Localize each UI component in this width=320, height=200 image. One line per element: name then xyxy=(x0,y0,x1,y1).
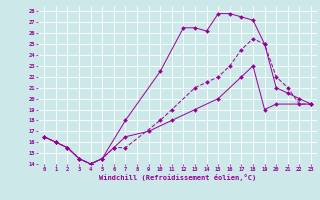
X-axis label: Windchill (Refroidissement éolien,°C): Windchill (Refroidissement éolien,°C) xyxy=(99,174,256,181)
